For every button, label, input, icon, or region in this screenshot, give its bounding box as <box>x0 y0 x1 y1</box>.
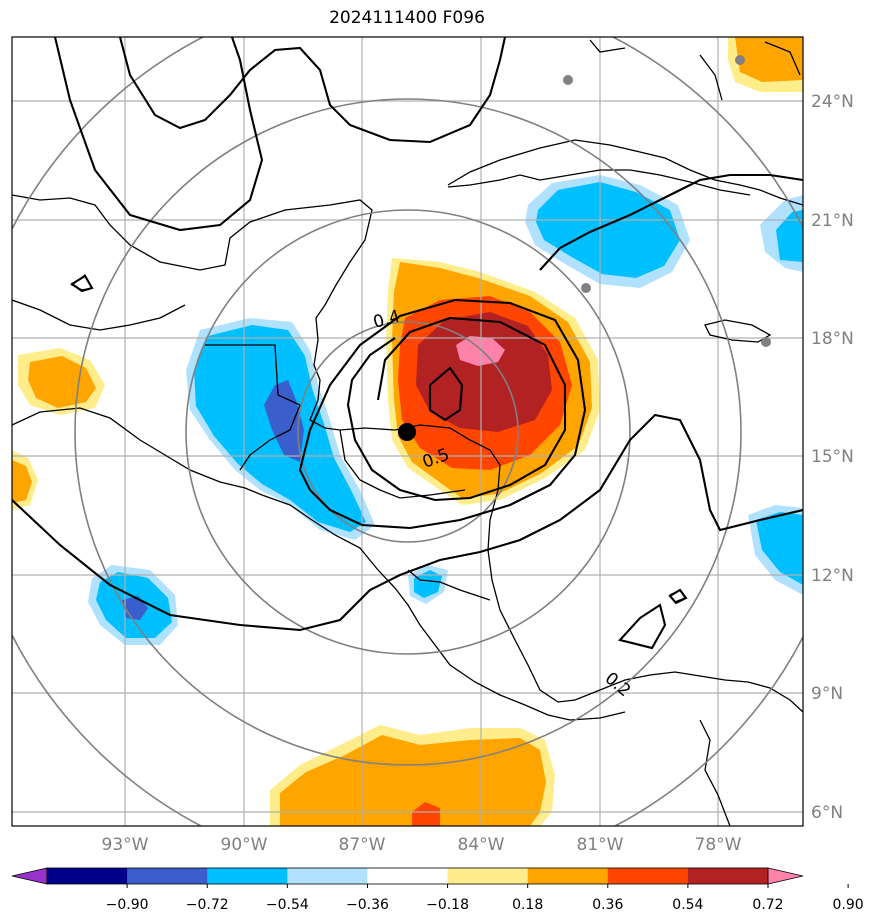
contour-0.5 <box>346 316 567 502</box>
lon-label: 90°W <box>221 835 268 855</box>
shaded-field <box>12 37 803 826</box>
colorbar-tick-label: −0.54 <box>266 897 309 913</box>
border-nicaragua <box>407 569 491 601</box>
colorbar-tick-label: 0.54 <box>672 897 703 913</box>
map-area: 0.4 0.5 0.2 <box>12 37 803 826</box>
warm-northeast-orange <box>735 37 803 82</box>
warm-far-west-orange <box>12 460 32 503</box>
colorbar-tick-label: −0.90 <box>106 897 149 913</box>
contour-label-0.2: 0.2 <box>601 669 635 702</box>
coast-panama-colombia <box>599 671 803 713</box>
contour-southeast <box>618 603 667 650</box>
lon-label: 78°W <box>695 835 742 855</box>
marker-point <box>735 55 745 65</box>
colorbar-tick-label: 0.90 <box>833 897 864 913</box>
contour-island <box>668 588 688 605</box>
coast-bahamas <box>589 39 801 101</box>
colorbar: −0.90 −0.72 −0.54 −0.36 −0.18 0.18 0.36 0.54 0.7… <box>11 867 864 913</box>
cold-anomaly-royal <box>264 380 304 462</box>
colorbar-extend-low <box>11 867 48 885</box>
colorbar-cell <box>127 868 208 884</box>
colorbar-cell <box>607 868 689 884</box>
lon-label: 93°W <box>102 835 149 855</box>
colorbar-cell <box>527 868 609 884</box>
contour-northwest <box>53 37 264 232</box>
map-frame <box>11 36 804 827</box>
contour-north <box>118 37 507 144</box>
lat-label: 15°N <box>811 447 854 467</box>
cold-small-blue <box>414 570 442 598</box>
coast-cuba <box>447 139 803 206</box>
storm-center-marker <box>398 423 416 441</box>
coast-mexico-gulf <box>12 194 373 401</box>
cold-cuba-blue <box>536 182 680 278</box>
colorbar-cell <box>287 868 368 884</box>
cold-east-blue <box>776 210 803 262</box>
lon-label: 84°W <box>458 835 505 855</box>
contour-0.2-main <box>12 413 803 632</box>
colorbar-tick-label: 0.18 <box>512 897 543 913</box>
colorbar-cell <box>687 868 769 884</box>
warm-south-red <box>412 802 440 826</box>
lon-label: 87°W <box>339 835 386 855</box>
colorbar-tick-label: 0.72 <box>752 897 783 913</box>
colorbar-cell <box>47 868 128 884</box>
contour-northwest-small <box>70 274 94 293</box>
colorbar-frame <box>46 867 769 885</box>
marker-point <box>581 283 591 293</box>
lat-label: 9°N <box>811 684 843 704</box>
lat-label: 18°N <box>811 329 854 349</box>
colorbar-tick-label: 0.36 <box>592 897 623 913</box>
coast-jamaica <box>704 319 772 343</box>
colorbar-cell <box>447 868 529 884</box>
lat-label: 24°N <box>811 92 854 112</box>
lon-labels: 93°W 90°W 87°W 84°W 81°W 78°W <box>102 835 742 855</box>
lat-labels: 24°N 21°N 18°N 15°N 12°N 9°N 6°N <box>811 92 854 823</box>
colorbar-cell <box>207 868 288 884</box>
coast-colombia-pacific <box>699 719 731 826</box>
cold-southeast-blue <box>756 512 803 585</box>
border-mexico-us <box>12 299 186 331</box>
colorbar-tick-label: −0.36 <box>346 897 389 913</box>
border-honduras <box>339 429 466 499</box>
range-rings <box>12 37 803 826</box>
contour-ring-outer <box>298 298 587 530</box>
border-guatemala <box>205 344 301 471</box>
contour-east <box>539 173 803 271</box>
lat-label: 21°N <box>811 211 854 231</box>
colorbar-extend-high <box>767 867 804 885</box>
warm-anomaly-darkred <box>416 312 552 432</box>
lon-label: 81°W <box>577 835 624 855</box>
lat-label: 6°N <box>811 803 843 823</box>
contour-0.4-inner <box>428 366 464 422</box>
colorbar-tick-label: −0.72 <box>186 897 229 913</box>
colorbar-cell <box>367 868 449 884</box>
contours <box>12 37 803 650</box>
lat-label: 12°N <box>811 566 854 586</box>
coast-pacific <box>12 407 626 721</box>
warm-west-orange <box>28 356 96 408</box>
marker-point <box>761 337 771 347</box>
station-markers <box>563 55 771 347</box>
marker-point <box>563 75 573 85</box>
colorbar-tick-label: −0.18 <box>426 897 469 913</box>
map-title: 2024111400 F096 <box>329 8 485 28</box>
